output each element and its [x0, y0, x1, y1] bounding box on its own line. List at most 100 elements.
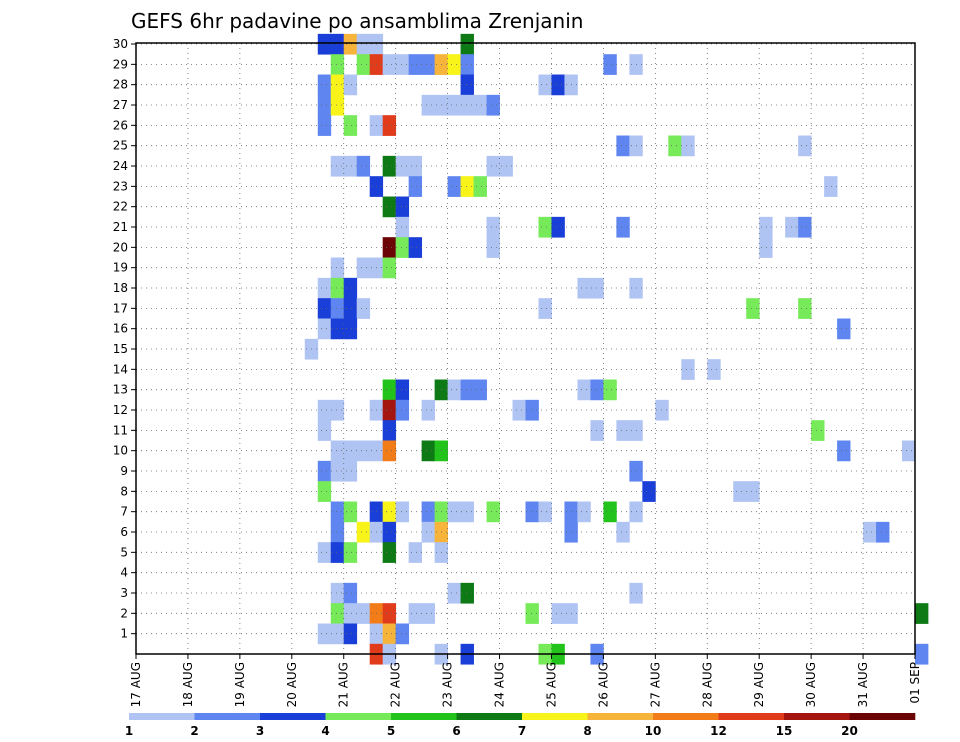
heatmap-cell	[798, 135, 812, 157]
heatmap-cell	[460, 74, 474, 96]
colorbar-label: 3	[256, 724, 264, 738]
heatmap-cell	[538, 74, 552, 96]
x-axis-ticks: 17 AUG 18 AUG 19 AUG 20 AUG 21 AUG 22 AUG 23 A…	[129, 654, 922, 707]
colorbar-label: 5	[387, 724, 395, 738]
heatmap-cell	[707, 359, 721, 380]
heatmap-cell	[447, 501, 461, 523]
x-tick-label: 01 SEP	[908, 662, 922, 704]
heatmap-cell	[577, 501, 591, 523]
heatmap-cell	[330, 94, 345, 116]
heatmap-cell	[863, 521, 877, 543]
heatmap-cell	[408, 237, 423, 258]
y-tick-label: 19	[113, 261, 128, 275]
heatmap-cell	[330, 460, 345, 482]
heatmap-cell	[330, 155, 345, 177]
heatmap-cell	[395, 501, 410, 523]
heatmap-cell	[746, 481, 760, 502]
heatmap-cell	[395, 399, 410, 421]
heatmap-cell	[447, 379, 461, 401]
y-tick-label: 1	[120, 627, 128, 641]
y-tick-label: 17	[113, 301, 128, 315]
heatmap-cell	[473, 379, 487, 401]
heatmap-cell	[343, 298, 358, 319]
heatmap-cell	[395, 623, 410, 645]
y-tick-label: 16	[113, 322, 128, 336]
heatmap-cell	[616, 135, 630, 157]
y-tick-label: 21	[113, 220, 128, 234]
x-tick-label: 18 AUG	[181, 662, 195, 707]
x-tick-label: 20 AUG	[285, 662, 299, 707]
heatmap-cell	[590, 379, 604, 401]
heatmap-cell	[343, 277, 358, 299]
heatmap-cell	[473, 176, 487, 197]
heatmap-cell	[447, 582, 461, 604]
heatmap-cell	[343, 115, 358, 136]
y-tick-label: 15	[113, 342, 128, 356]
y-tick-label: 4	[120, 566, 128, 580]
heatmap-cell	[681, 135, 695, 157]
heatmap-cell	[525, 399, 539, 421]
colorbar-swatch	[587, 713, 654, 720]
heatmap-cell	[577, 379, 591, 401]
heatmap-cell	[317, 33, 332, 55]
y-tick-label: 2	[120, 606, 128, 620]
heatmap-cell	[486, 237, 500, 258]
colorbar-label: 20	[841, 724, 858, 738]
heatmap-cell	[343, 501, 358, 523]
colorbar-swatch	[849, 713, 916, 720]
heatmap-cell	[551, 603, 565, 624]
y-tick-label: 18	[113, 281, 128, 295]
heatmap-cell	[421, 521, 436, 543]
heatmap-cell	[447, 176, 461, 197]
heatmap-cell	[408, 54, 423, 75]
colorbar-swatch	[784, 713, 850, 720]
y-tick-label: 12	[113, 403, 128, 417]
heatmap-cell	[395, 155, 410, 177]
heatmap-cell	[915, 643, 929, 665]
heatmap-cell	[343, 440, 358, 462]
heatmap-cell	[317, 277, 332, 299]
y-tick-label: 29	[113, 57, 128, 71]
x-tick-label: 31 AUG	[856, 662, 870, 707]
y-tick-label: 8	[120, 484, 128, 498]
colorbar-swatch	[325, 713, 392, 720]
heatmap-cell	[343, 318, 358, 340]
heatmap-cell	[590, 277, 604, 299]
y-tick-label: 13	[113, 383, 128, 397]
heatmap-cell	[317, 115, 332, 136]
chart-title: GEFS 6hr padavine po ansamblima Zrenjani…	[131, 9, 583, 33]
heatmap-cell	[460, 501, 474, 523]
y-tick-label: 27	[113, 98, 128, 112]
heatmap-cell	[577, 277, 591, 299]
heatmap-cell	[395, 54, 410, 75]
heatmap-cell	[356, 33, 371, 55]
y-axis-ticks: 1234567891011121314151617181920212223242…	[113, 37, 136, 641]
y-tick-label: 9	[120, 464, 128, 478]
colorbar-swatch	[129, 713, 195, 720]
heatmap-cell	[616, 521, 630, 543]
heatmap-cell	[408, 542, 423, 563]
heatmap-cell	[460, 582, 474, 604]
heatmap-cell	[603, 501, 617, 523]
heatmap-cell	[395, 216, 410, 238]
colorbar-swatch	[456, 713, 523, 720]
heatmap-cell	[655, 399, 669, 421]
heatmap-cell	[343, 460, 358, 482]
heatmap-cell	[681, 359, 695, 380]
heatmap-cell	[330, 603, 345, 624]
heatmap-cells	[304, 33, 929, 665]
heatmap-cell	[343, 623, 358, 645]
heatmap-cell	[317, 542, 332, 563]
heatmap-cell	[421, 54, 436, 75]
heatmap-cell	[330, 257, 345, 279]
heatmap-cell	[551, 74, 565, 96]
heatmap-cell	[317, 74, 332, 96]
heatmap-cell	[460, 379, 474, 401]
heatmap-cell	[603, 379, 617, 401]
y-tick-label: 5	[120, 545, 128, 559]
heatmap-cell	[616, 420, 630, 441]
x-tick-label: 17 AUG	[129, 662, 143, 707]
heatmap-cell	[330, 399, 345, 421]
y-tick-label: 24	[113, 159, 128, 173]
